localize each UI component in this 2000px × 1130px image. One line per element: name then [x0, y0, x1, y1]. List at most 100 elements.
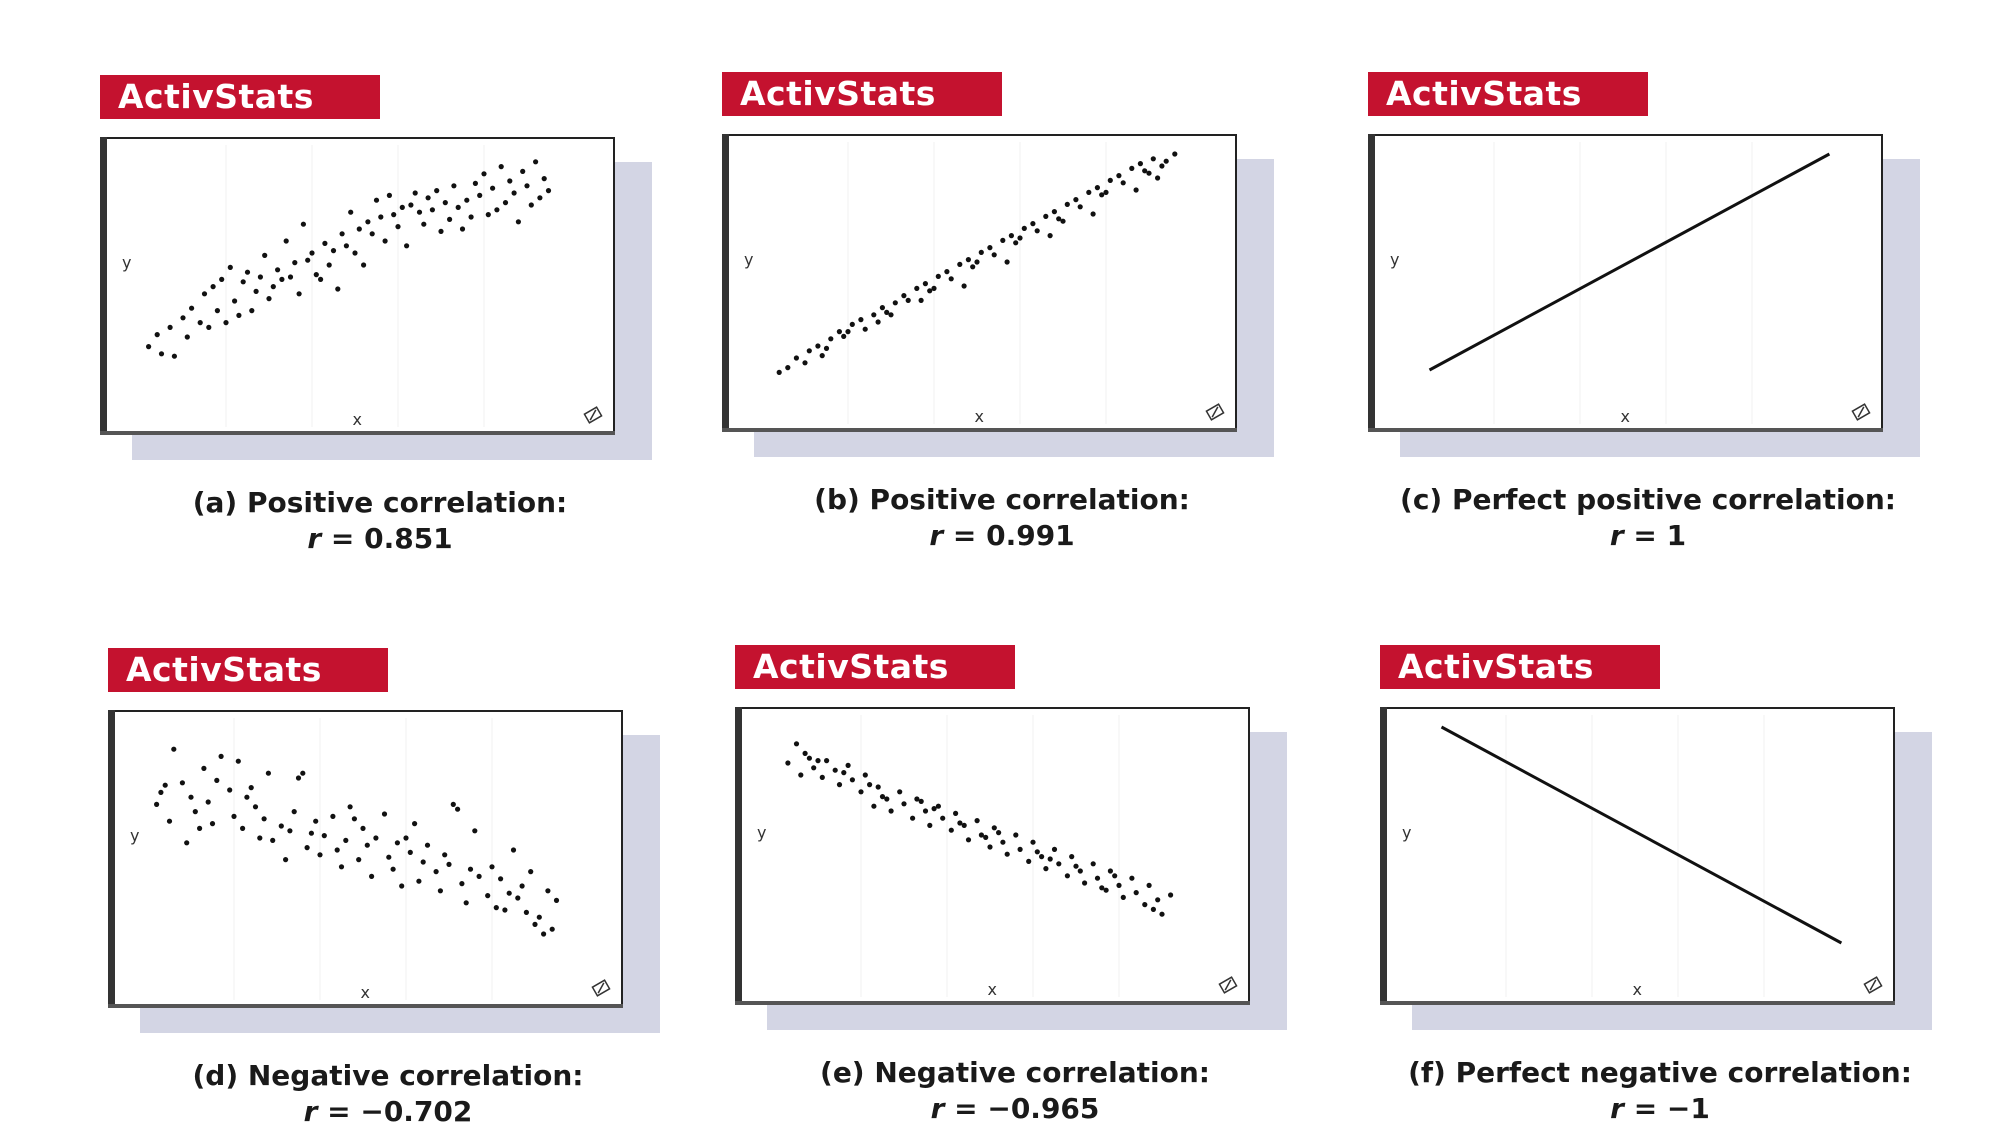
data-point [326, 262, 332, 268]
data-point [541, 931, 547, 937]
data-point [922, 808, 929, 814]
data-point [313, 818, 319, 824]
data-point [1159, 163, 1165, 169]
data-point [506, 890, 512, 896]
data-point [369, 873, 375, 879]
data-point [291, 809, 297, 815]
data-point [232, 298, 238, 304]
correlation-value: r = 0.991 [929, 519, 1075, 552]
data-point [996, 830, 1002, 836]
x-axis-bar [722, 428, 1237, 432]
chart-caption: (f) Perfect negative correlation: r = −1 [1380, 1055, 1940, 1127]
data-point [1159, 911, 1165, 917]
data-point [365, 219, 371, 225]
data-point [498, 164, 504, 170]
data-point [201, 765, 207, 771]
data-point [918, 297, 924, 303]
data-point [472, 180, 478, 186]
resize-icon[interactable] [583, 406, 603, 424]
data-point [841, 333, 847, 339]
x-axis-label: x [1633, 980, 1642, 999]
correlation-value: r = −0.702 [303, 1095, 473, 1128]
resize-icon[interactable] [591, 979, 611, 997]
data-point [266, 296, 272, 302]
resize-icon[interactable] [1205, 403, 1225, 421]
data-point [824, 758, 830, 764]
data-point [553, 897, 560, 903]
data-point [802, 360, 808, 366]
chart-panel-d: ActivStats y x (d) Negative correlation: r =… [108, 648, 668, 1128]
data-point [511, 190, 517, 196]
data-point [532, 921, 538, 927]
data-point [944, 269, 950, 275]
resize-icon[interactable] [1218, 976, 1238, 994]
correlation-value: r = 0.851 [307, 522, 453, 555]
data-point [1082, 880, 1088, 886]
resize-icon[interactable] [1863, 976, 1883, 994]
data-point [171, 746, 177, 752]
chart-panel-f: ActivStats y x (f) Perfect negative correla… [1380, 645, 1940, 1125]
y-axis-label: y [122, 253, 131, 272]
data-point [262, 252, 268, 258]
data-point [205, 799, 211, 805]
data-point [1051, 209, 1057, 215]
chart-caption: (e) Negative correlation: r = −0.965 [735, 1055, 1295, 1127]
data-point [158, 351, 165, 357]
data-point [485, 212, 491, 218]
data-point [1090, 861, 1096, 867]
data-point [197, 825, 203, 831]
plot-frame [1380, 707, 1895, 1005]
data-point [287, 828, 293, 834]
data-point [244, 269, 251, 275]
data-point [858, 317, 864, 323]
activstats-badge: ActivStats [108, 648, 388, 692]
data-point [545, 188, 552, 194]
data-point [1077, 868, 1083, 874]
data-point [227, 264, 233, 270]
data-point [1107, 177, 1113, 183]
data-point [201, 291, 208, 297]
data-point [1172, 151, 1178, 157]
data-point [970, 264, 976, 270]
data-point [360, 825, 366, 831]
data-point [1133, 890, 1139, 896]
data-point [935, 273, 941, 279]
data-point [334, 847, 340, 853]
data-point [953, 810, 959, 816]
data-point [987, 844, 993, 850]
data-point [528, 202, 534, 208]
data-point [309, 250, 315, 256]
data-point [1021, 225, 1027, 231]
activstats-badge: ActivStats [1368, 72, 1648, 116]
y-axis-bar [1380, 707, 1387, 1005]
data-point [154, 801, 160, 807]
data-point [1017, 235, 1023, 241]
data-point [179, 780, 185, 786]
data-point [300, 221, 306, 227]
data-point [252, 804, 259, 810]
data-point [875, 319, 881, 325]
data-point [192, 809, 198, 815]
data-point [180, 315, 186, 321]
data-point [901, 293, 907, 299]
resize-icon[interactable] [1851, 403, 1871, 421]
data-point [184, 334, 190, 340]
data-point [1077, 204, 1083, 210]
data-point [940, 815, 946, 821]
data-point [1155, 897, 1161, 903]
data-point [1094, 185, 1100, 191]
data-point [1004, 851, 1010, 857]
data-point [313, 272, 319, 278]
data-point [494, 207, 500, 213]
data-point [424, 842, 431, 848]
data-point [507, 178, 513, 184]
data-point [858, 789, 864, 795]
chart-caption: (c) Perfect positive correlation: r = 1 [1368, 482, 1928, 554]
data-point [253, 288, 259, 294]
data-point [257, 274, 263, 280]
data-point [785, 365, 791, 371]
scatter-plot-f: yx [1380, 707, 1895, 1005]
data-point [322, 240, 328, 246]
data-point [481, 171, 487, 177]
data-point [793, 355, 799, 361]
